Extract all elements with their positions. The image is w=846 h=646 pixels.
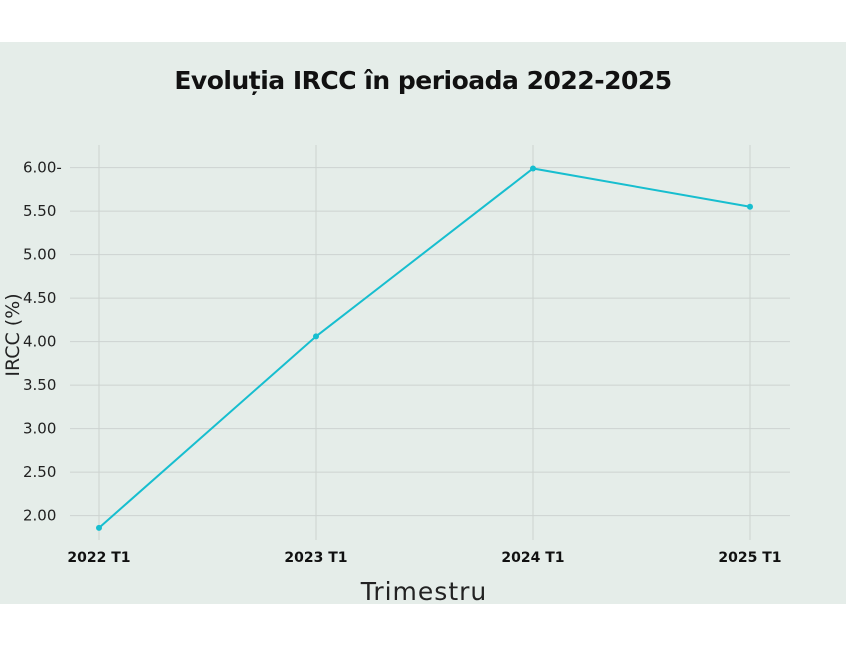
y-tick-labels: 2.00 2.50 3.00 3.50 4.00 4.50 5.00 5.50 6.00- [23,159,62,525]
chart-title: Evoluția IRCC în perioada 2022-2025 [174,66,672,95]
y-tick-label: 3.50 [23,376,56,394]
x-tick-label: 2025 T1 [718,550,781,566]
y-tick-label: 5.00 [23,246,56,264]
series-layer [96,165,753,531]
y-tick-label: 2.00 [23,507,56,525]
data-point [530,165,536,172]
y-tick-label: 6.00- [23,159,62,177]
data-point [313,333,319,340]
x-tick-label: 2023 T1 [284,550,347,566]
series-line [98,167,751,529]
y-axis-title: IRCC (%) [2,293,24,376]
grid-layer [70,145,790,540]
y-tick-label: 4.50 [23,289,56,307]
x-tick-label: 2024 T1 [501,550,564,566]
data-point [96,524,102,531]
y-tick-label: 3.00 [23,420,56,438]
x-tick-labels: 2022 T1 2023 T1 2024 T1 2025 T1 [67,550,781,566]
y-tick-label: 4.00 [23,333,56,351]
data-point [747,203,753,210]
y-tick-label: 5.50 [23,202,56,220]
x-tick-label: 2022 T1 [67,550,130,566]
chart-panel [0,42,846,604]
x-axis-title: Trimestru [360,577,488,606]
y-tick-label: 2.50 [23,463,56,481]
